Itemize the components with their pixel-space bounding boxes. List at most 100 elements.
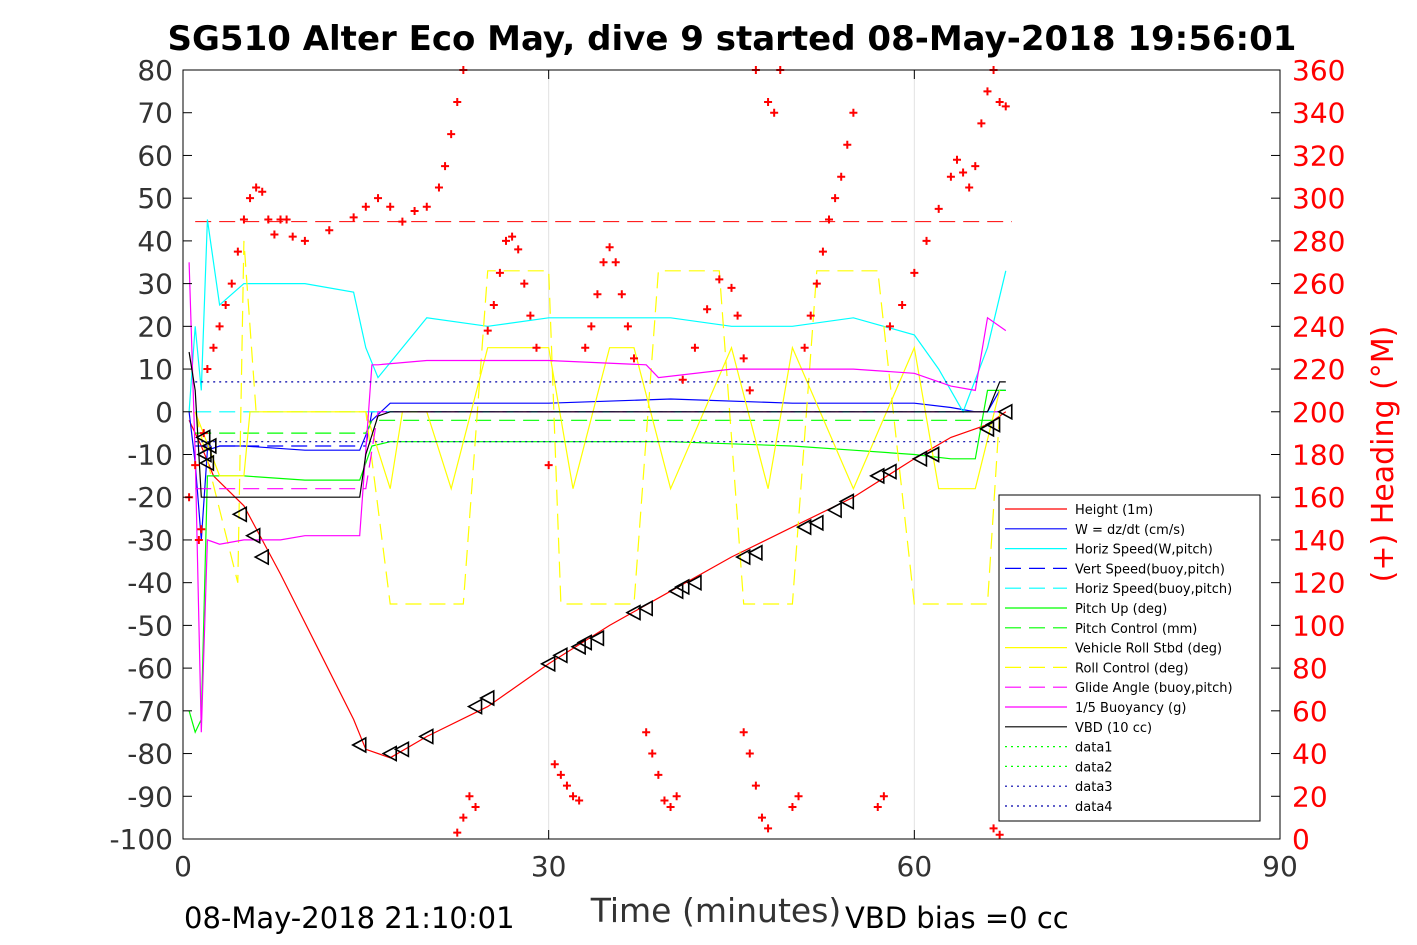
- right-y-tick-label: 340: [1292, 97, 1345, 130]
- heading-point: [495, 268, 504, 277]
- heading-point: [246, 194, 255, 203]
- right-y-tick-label: 160: [1292, 481, 1345, 514]
- right-y-tick-label: 360: [1292, 54, 1345, 87]
- heading-point: [569, 792, 578, 801]
- heading-point: [282, 215, 291, 224]
- heading-point: [946, 172, 955, 181]
- heading-point: [983, 87, 992, 96]
- heading-point: [818, 247, 827, 256]
- heading-point: [471, 802, 480, 811]
- height-marker: [253, 548, 270, 566]
- heading-point: [258, 187, 267, 196]
- heading-point: [447, 130, 456, 139]
- x-tick-label: 0: [174, 850, 192, 883]
- heading-point: [520, 279, 529, 288]
- heading-point: [611, 258, 620, 267]
- right-y-tick-label: 40: [1292, 738, 1328, 771]
- heading-point: [812, 279, 821, 288]
- legend-entry: Horiz Speed(W,pitch): [1075, 543, 1213, 558]
- height-marker: [418, 728, 434, 745]
- heading-point: [666, 802, 675, 811]
- heading-point: [483, 326, 492, 335]
- heading-point: [922, 236, 931, 245]
- heading-point: [453, 828, 462, 837]
- height-marker: [552, 646, 568, 664]
- right-y-tick-label: 120: [1292, 567, 1345, 600]
- heading-point: [837, 172, 846, 181]
- legend-entry: VBD (10 cc): [1075, 721, 1152, 736]
- heading-point: [203, 365, 212, 374]
- right-y-tick-label: 200: [1292, 396, 1345, 429]
- x-tick-label: 60: [897, 850, 933, 883]
- heading-point: [465, 792, 474, 801]
- heading-point: [1001, 102, 1010, 111]
- left-y-tick-label: -100: [109, 823, 173, 856]
- right-y-tick-label: 320: [1292, 139, 1345, 172]
- heading-point: [270, 230, 279, 239]
- height-marker: [686, 574, 702, 592]
- right-y-tick-label: 140: [1292, 524, 1345, 557]
- height-marker: [576, 634, 593, 651]
- heading-point: [374, 194, 383, 203]
- right-y-axis-label: (+) Heading (°M): [1366, 326, 1401, 583]
- legend-entry: 1/5 Buoyancy (g): [1075, 701, 1186, 716]
- height-marker: [838, 493, 855, 510]
- series-line: [188, 389, 1006, 734]
- left-y-tick-label: 30: [137, 268, 173, 301]
- heading-point: [252, 183, 261, 192]
- heading-point: [526, 311, 535, 320]
- right-y-tick-label: 240: [1292, 310, 1345, 343]
- heading-point: [806, 311, 815, 320]
- legend-entry: Pitch Control (mm): [1075, 622, 1197, 637]
- height-marker: [381, 745, 398, 762]
- heading-point: [581, 343, 590, 352]
- heading-point: [422, 202, 431, 211]
- heading-point: [623, 322, 632, 331]
- left-y-tick-label: 0: [155, 396, 173, 429]
- left-y-tick-label: -20: [127, 481, 173, 514]
- heading-point: [325, 226, 334, 235]
- x-tick-label: 90: [1262, 850, 1298, 883]
- heading-point: [453, 98, 462, 107]
- right-y-tick-label: 0: [1292, 823, 1310, 856]
- right-y-tick-label: 60: [1292, 695, 1328, 728]
- left-y-tick-label: 60: [137, 139, 173, 172]
- series-line: [188, 219, 1007, 414]
- height-marker: [245, 527, 261, 545]
- heading-point: [745, 749, 754, 758]
- footer-date: 08-May-2018 21:10:01: [184, 901, 515, 935]
- right-y-tick-label: 220: [1292, 353, 1345, 386]
- heading-point: [398, 217, 407, 226]
- legend-entry: data2: [1075, 760, 1113, 775]
- height-marker: [923, 446, 940, 463]
- legend: Height (1m) W = dz/dt (cm/s) Horiz Speed(W…: [998, 494, 1261, 822]
- heading-point: [843, 140, 852, 149]
- heading-point: [825, 215, 834, 224]
- heading-point: [770, 108, 779, 117]
- height-marker: [674, 578, 690, 596]
- heading-point: [989, 824, 998, 833]
- heading-point: [264, 215, 273, 224]
- heading-point: [194, 535, 203, 544]
- heading-point: [745, 386, 754, 395]
- heading-point: [550, 760, 559, 769]
- legend-entry: Vehicle Roll Stbd (deg): [1075, 642, 1222, 657]
- heading-layer: [185, 66, 1010, 839]
- heading-point: [587, 322, 596, 331]
- left-y-tick-label: -30: [127, 524, 173, 557]
- legend-entry: Pitch Up (deg): [1075, 602, 1167, 617]
- heading-point: [885, 322, 894, 331]
- left-y-tick-label: -50: [127, 609, 173, 642]
- heading-point: [227, 279, 236, 288]
- heading-point: [459, 813, 468, 822]
- heading-point: [221, 300, 230, 309]
- height-marker: [625, 604, 641, 621]
- heading-point: [544, 461, 553, 470]
- legend-entry: data1: [1075, 741, 1113, 756]
- left-y-tick-label: -10: [127, 439, 173, 472]
- heading-point: [739, 354, 748, 363]
- heading-point: [410, 206, 419, 215]
- height-marker: [869, 467, 885, 485]
- heading-point: [197, 525, 206, 534]
